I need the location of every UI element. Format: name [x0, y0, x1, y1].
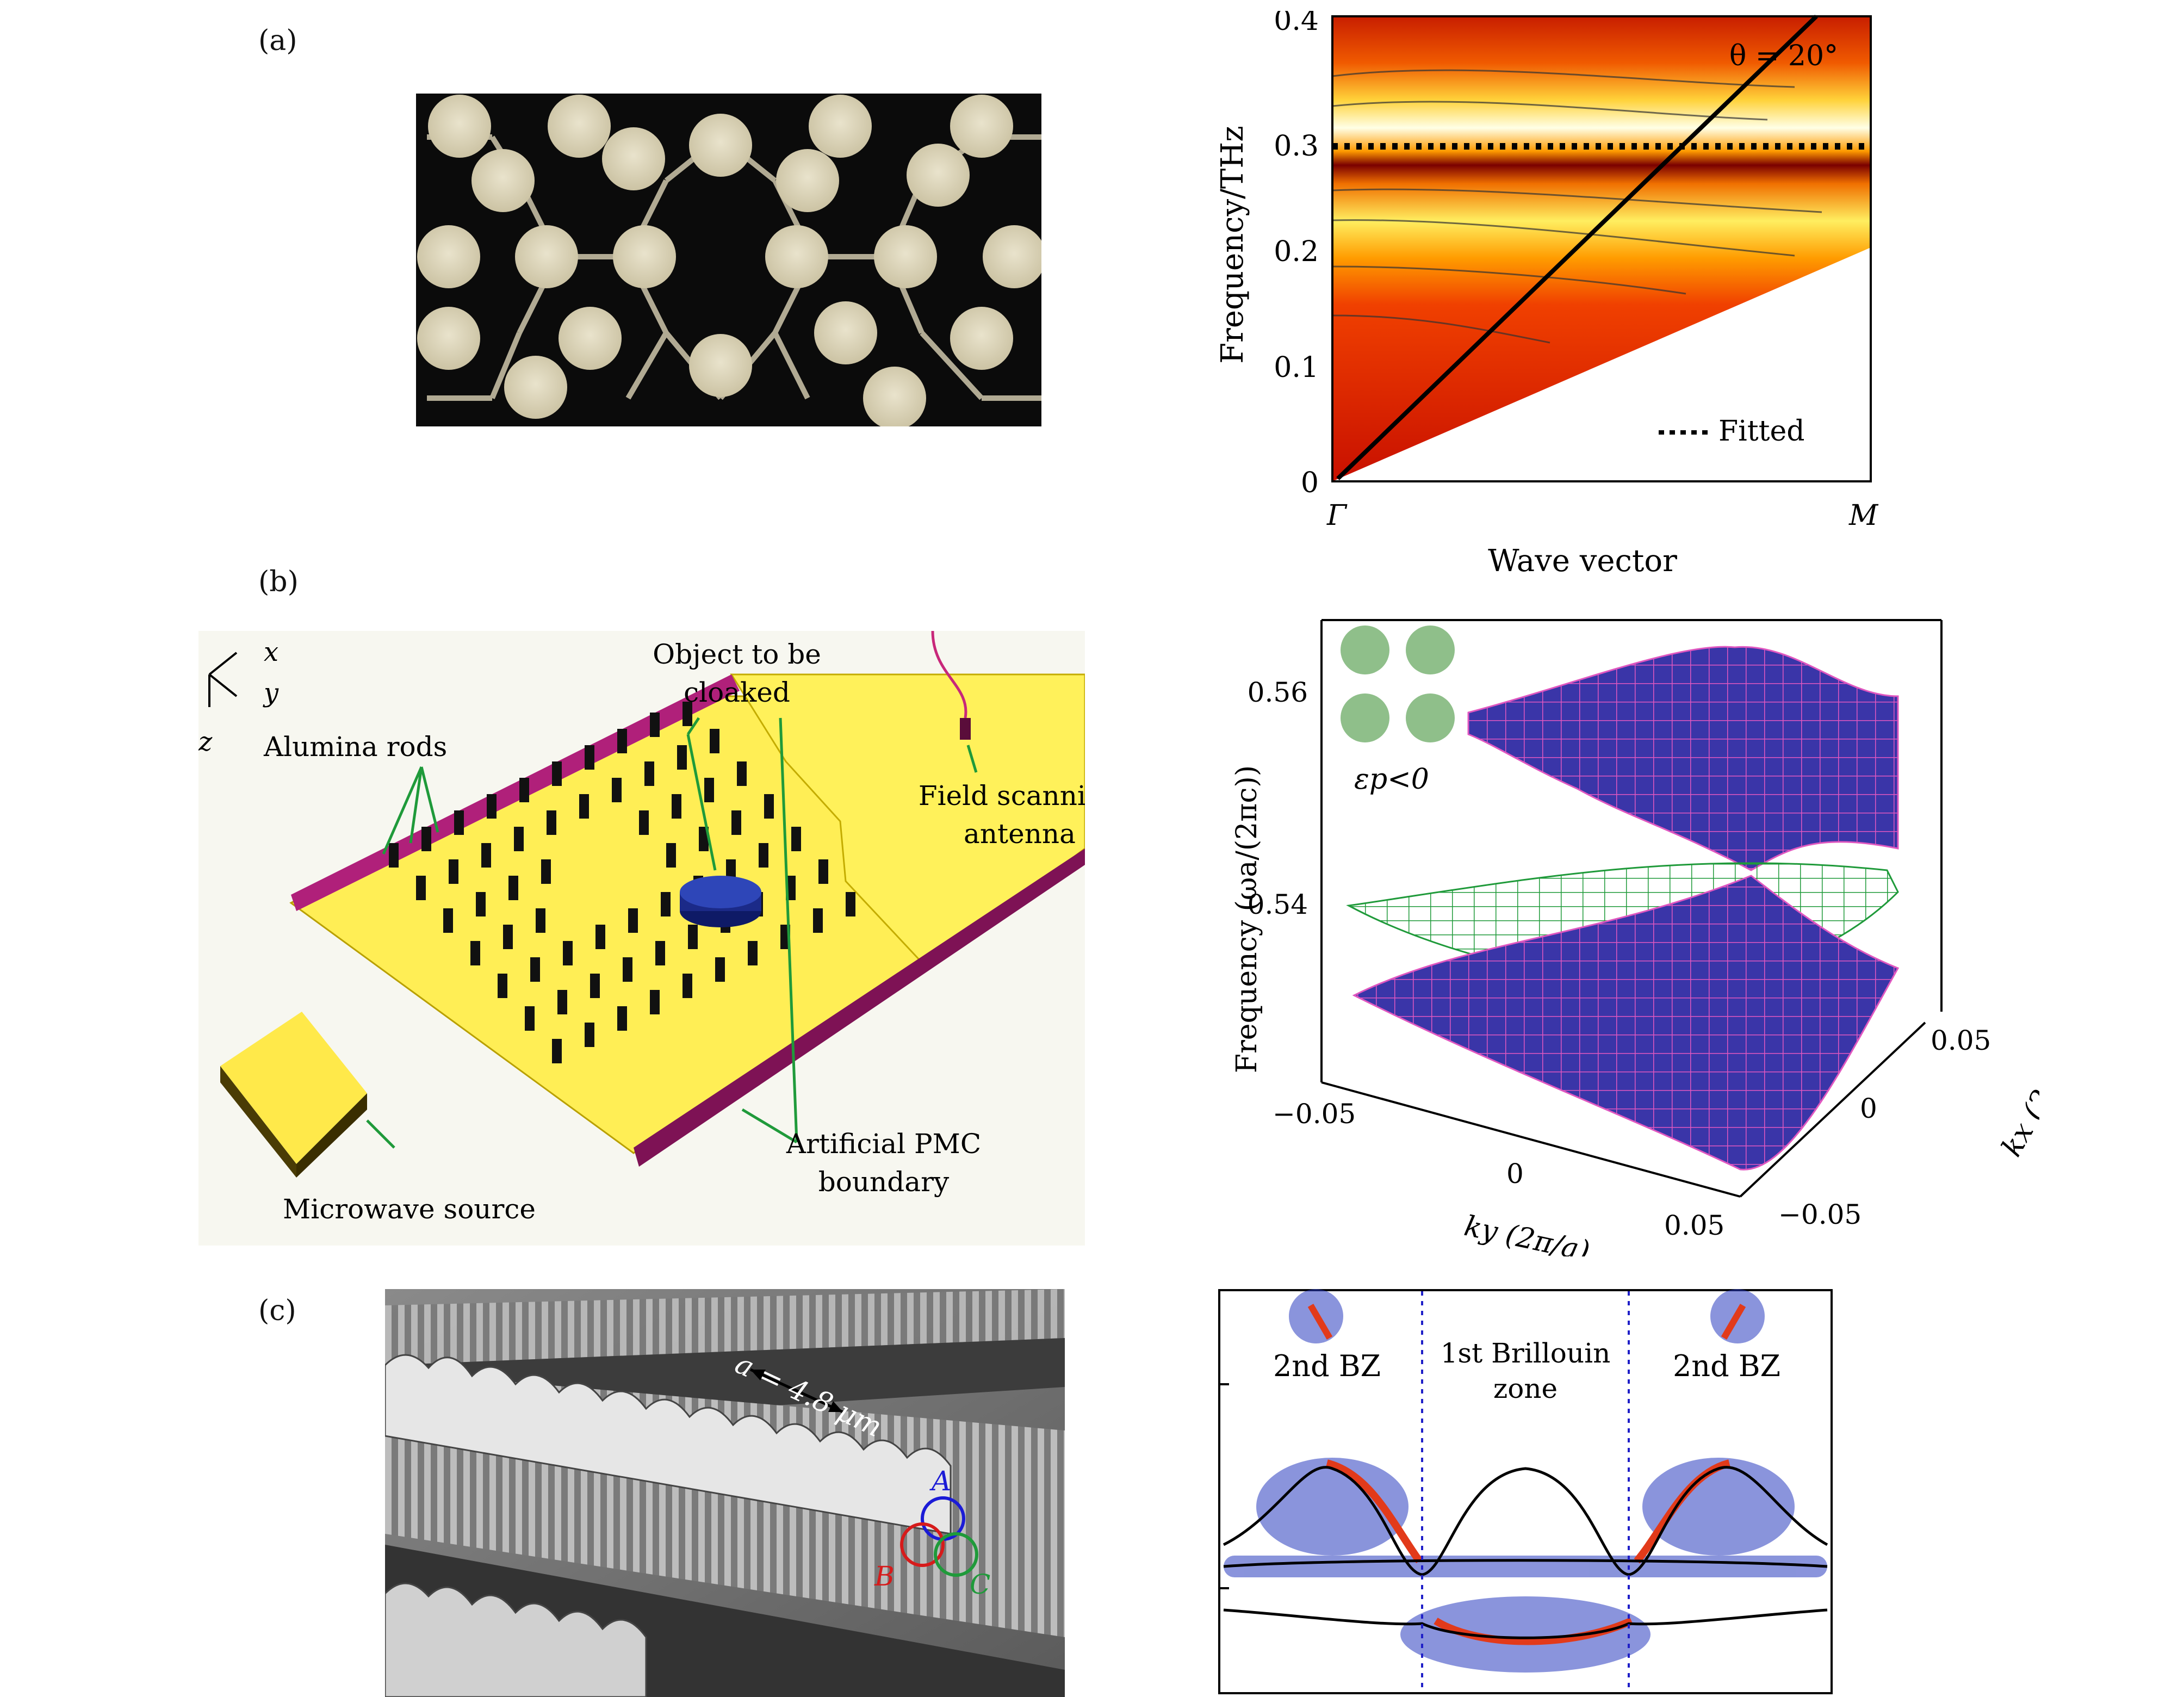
ytick-pos: 0.05 [1664, 1210, 1724, 1241]
legend-fitted: Fitted [1718, 415, 1805, 448]
ky-axis-label: ky (2π/a) [1461, 1210, 1592, 1256]
ytick-zero: 0 [1506, 1158, 1524, 1190]
label-2nd-bz-right: 2nd BZ [1673, 1349, 1780, 1383]
label-rods: Alumina rods [263, 731, 447, 763]
site-b-label: B [874, 1560, 895, 1592]
z-axis-label: Frequency (ωa/(2πc)) [1231, 765, 1263, 1073]
band-surface-3d: εp<0 0.56 0.54 Frequency (ωa/(2πc)) −0.0… [1231, 619, 2039, 1256]
ztick-056: 0.56 [1248, 677, 1308, 708]
label-2nd-bz-left: 2nd BZ [1273, 1349, 1381, 1383]
ytick-4: 0.4 [1274, 11, 1319, 37]
site-c-label: C [970, 1569, 990, 1600]
ytick-1: 0.1 [1274, 351, 1319, 384]
ytick-3: 0.3 [1274, 130, 1319, 163]
ytick-0: 0 [1301, 467, 1319, 499]
panel-label-b: (b) [258, 566, 299, 598]
band-diagram-a: Fitted θ = 20° 0 0.1 0.2 0.3 0.4 Γ M Wav… [1215, 11, 1879, 577]
xtick-gamma: Γ [1326, 499, 1348, 532]
label-1st-bz: 1st Brillouin [1441, 1337, 1611, 1369]
label-object: Object to be [653, 639, 821, 670]
ytick-2: 0.2 [1274, 236, 1319, 268]
xtick-m: M [1848, 499, 1879, 532]
axis-y-label: y [263, 678, 279, 708]
label-object-2: cloaked [684, 677, 790, 708]
ztick-054: 0.54 [1248, 889, 1308, 920]
sem-image: a = 4.8 μm A B C [385, 1289, 1065, 1697]
label-antenna: Field scanning [919, 780, 1085, 812]
label-pmc: Artificial PMC [786, 1128, 981, 1160]
eps-label: εp<0 [1354, 763, 1429, 796]
panel-label-a: (a) [258, 24, 297, 57]
label-1st-bz-zone: zone [1493, 1373, 1558, 1404]
site-a-label: A [929, 1465, 951, 1497]
y-axis-label: Frequency/THz [1215, 126, 1250, 363]
panel-label-c: (c) [258, 1295, 296, 1327]
xtick-zero: 0 [1860, 1093, 1877, 1124]
label-pmc-2: boundary [818, 1166, 950, 1198]
honeycomb-photo [416, 94, 1041, 426]
kx-axis-label: kx (2π/a) [1995, 1036, 2039, 1162]
xtick-neg: −0.05 [1778, 1199, 1862, 1230]
band-structure-c: 2nd BZ 1st Brillouin zone 2nd BZ [1218, 1289, 1833, 1694]
label-antenna-2: antenna [964, 818, 1076, 850]
angle-label: θ = 20° [1729, 40, 1838, 72]
ytick-neg: −0.05 [1273, 1098, 1356, 1130]
x-axis-label: Wave vector [1488, 543, 1677, 577]
axis-z-label: z [198, 727, 213, 757]
cloak-schematic: x y z Object to be cloaked Alumina rods … [198, 631, 1085, 1246]
xtick-pos: 0.05 [1931, 1025, 1991, 1056]
axis-x-label: x [264, 637, 278, 667]
label-source: Microwave source [283, 1193, 536, 1225]
